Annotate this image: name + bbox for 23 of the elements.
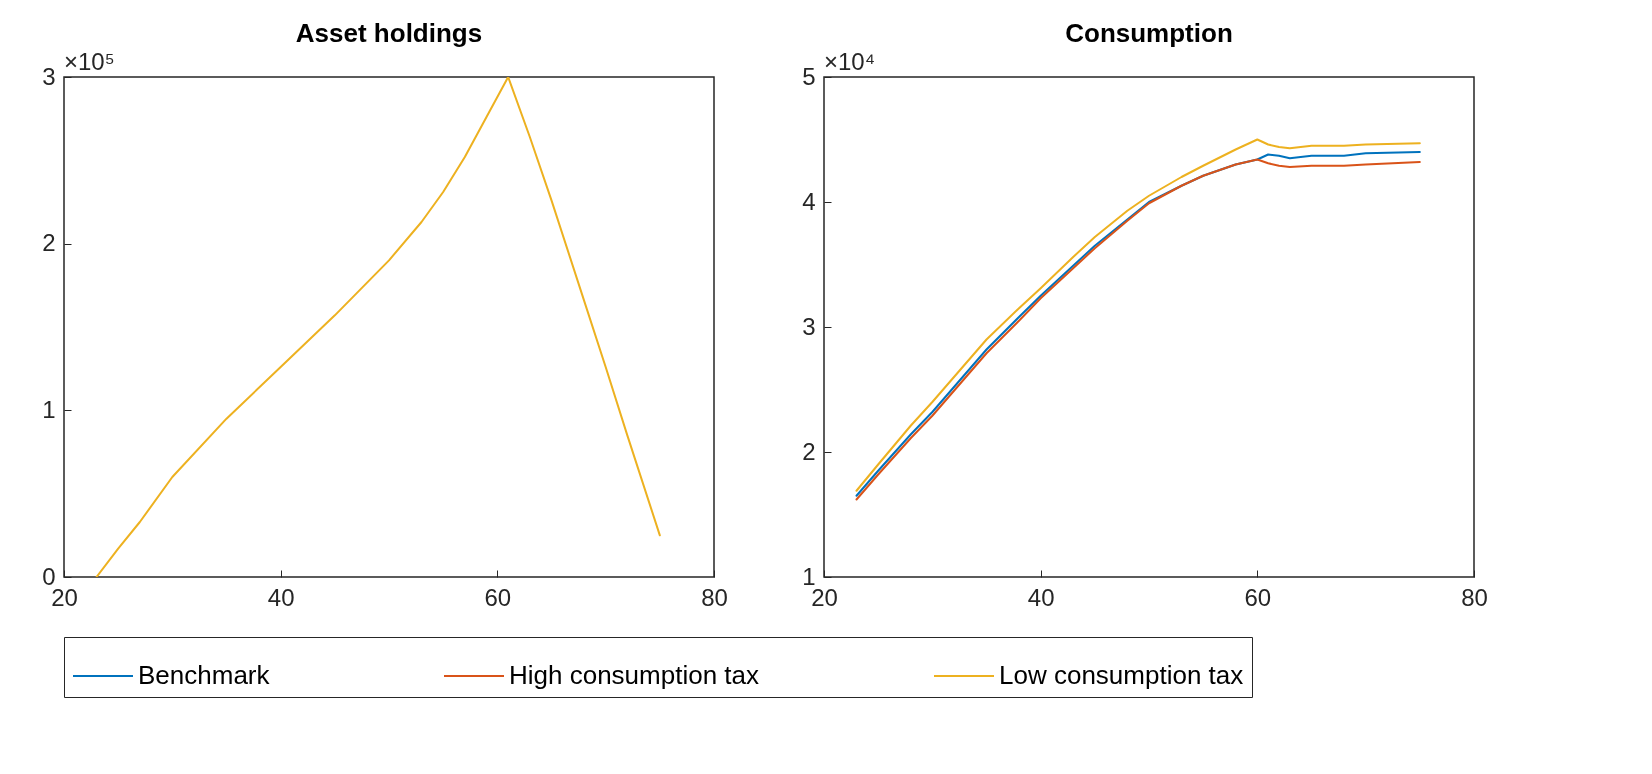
- y-tick-label: 2: [802, 437, 816, 465]
- x-tick-label: 40: [267, 583, 295, 611]
- y-tick-label: 5: [802, 62, 816, 90]
- x-tick-label: 80: [701, 583, 728, 611]
- y-tick-label: 3: [42, 62, 56, 90]
- x-tick-label: 80: [1461, 583, 1488, 611]
- y-tick-label: 1: [802, 562, 816, 590]
- text: ×10⁵: [64, 48, 115, 75]
- y-tick-label: 1: [42, 395, 56, 423]
- chart-title: Asset holdings: [295, 18, 483, 48]
- y-tick-label: 3: [802, 312, 816, 340]
- y-tick-label: 0: [42, 562, 56, 590]
- y-tick-label: 4: [802, 187, 816, 215]
- legend-label: Low consumption tax: [999, 660, 1244, 690]
- x-tick-label: 60: [1244, 583, 1272, 611]
- text: ×10⁴: [824, 48, 876, 75]
- line-series: [95, 77, 661, 577]
- chart-title: Consumption: [1065, 18, 1233, 48]
- x-tick-label: 60: [484, 583, 512, 611]
- legend-label: Benchmark: [138, 660, 271, 690]
- x-tick-label: 40: [1027, 583, 1055, 611]
- legend-label: High consumption tax: [509, 660, 760, 690]
- y-tick-label: 2: [42, 229, 56, 257]
